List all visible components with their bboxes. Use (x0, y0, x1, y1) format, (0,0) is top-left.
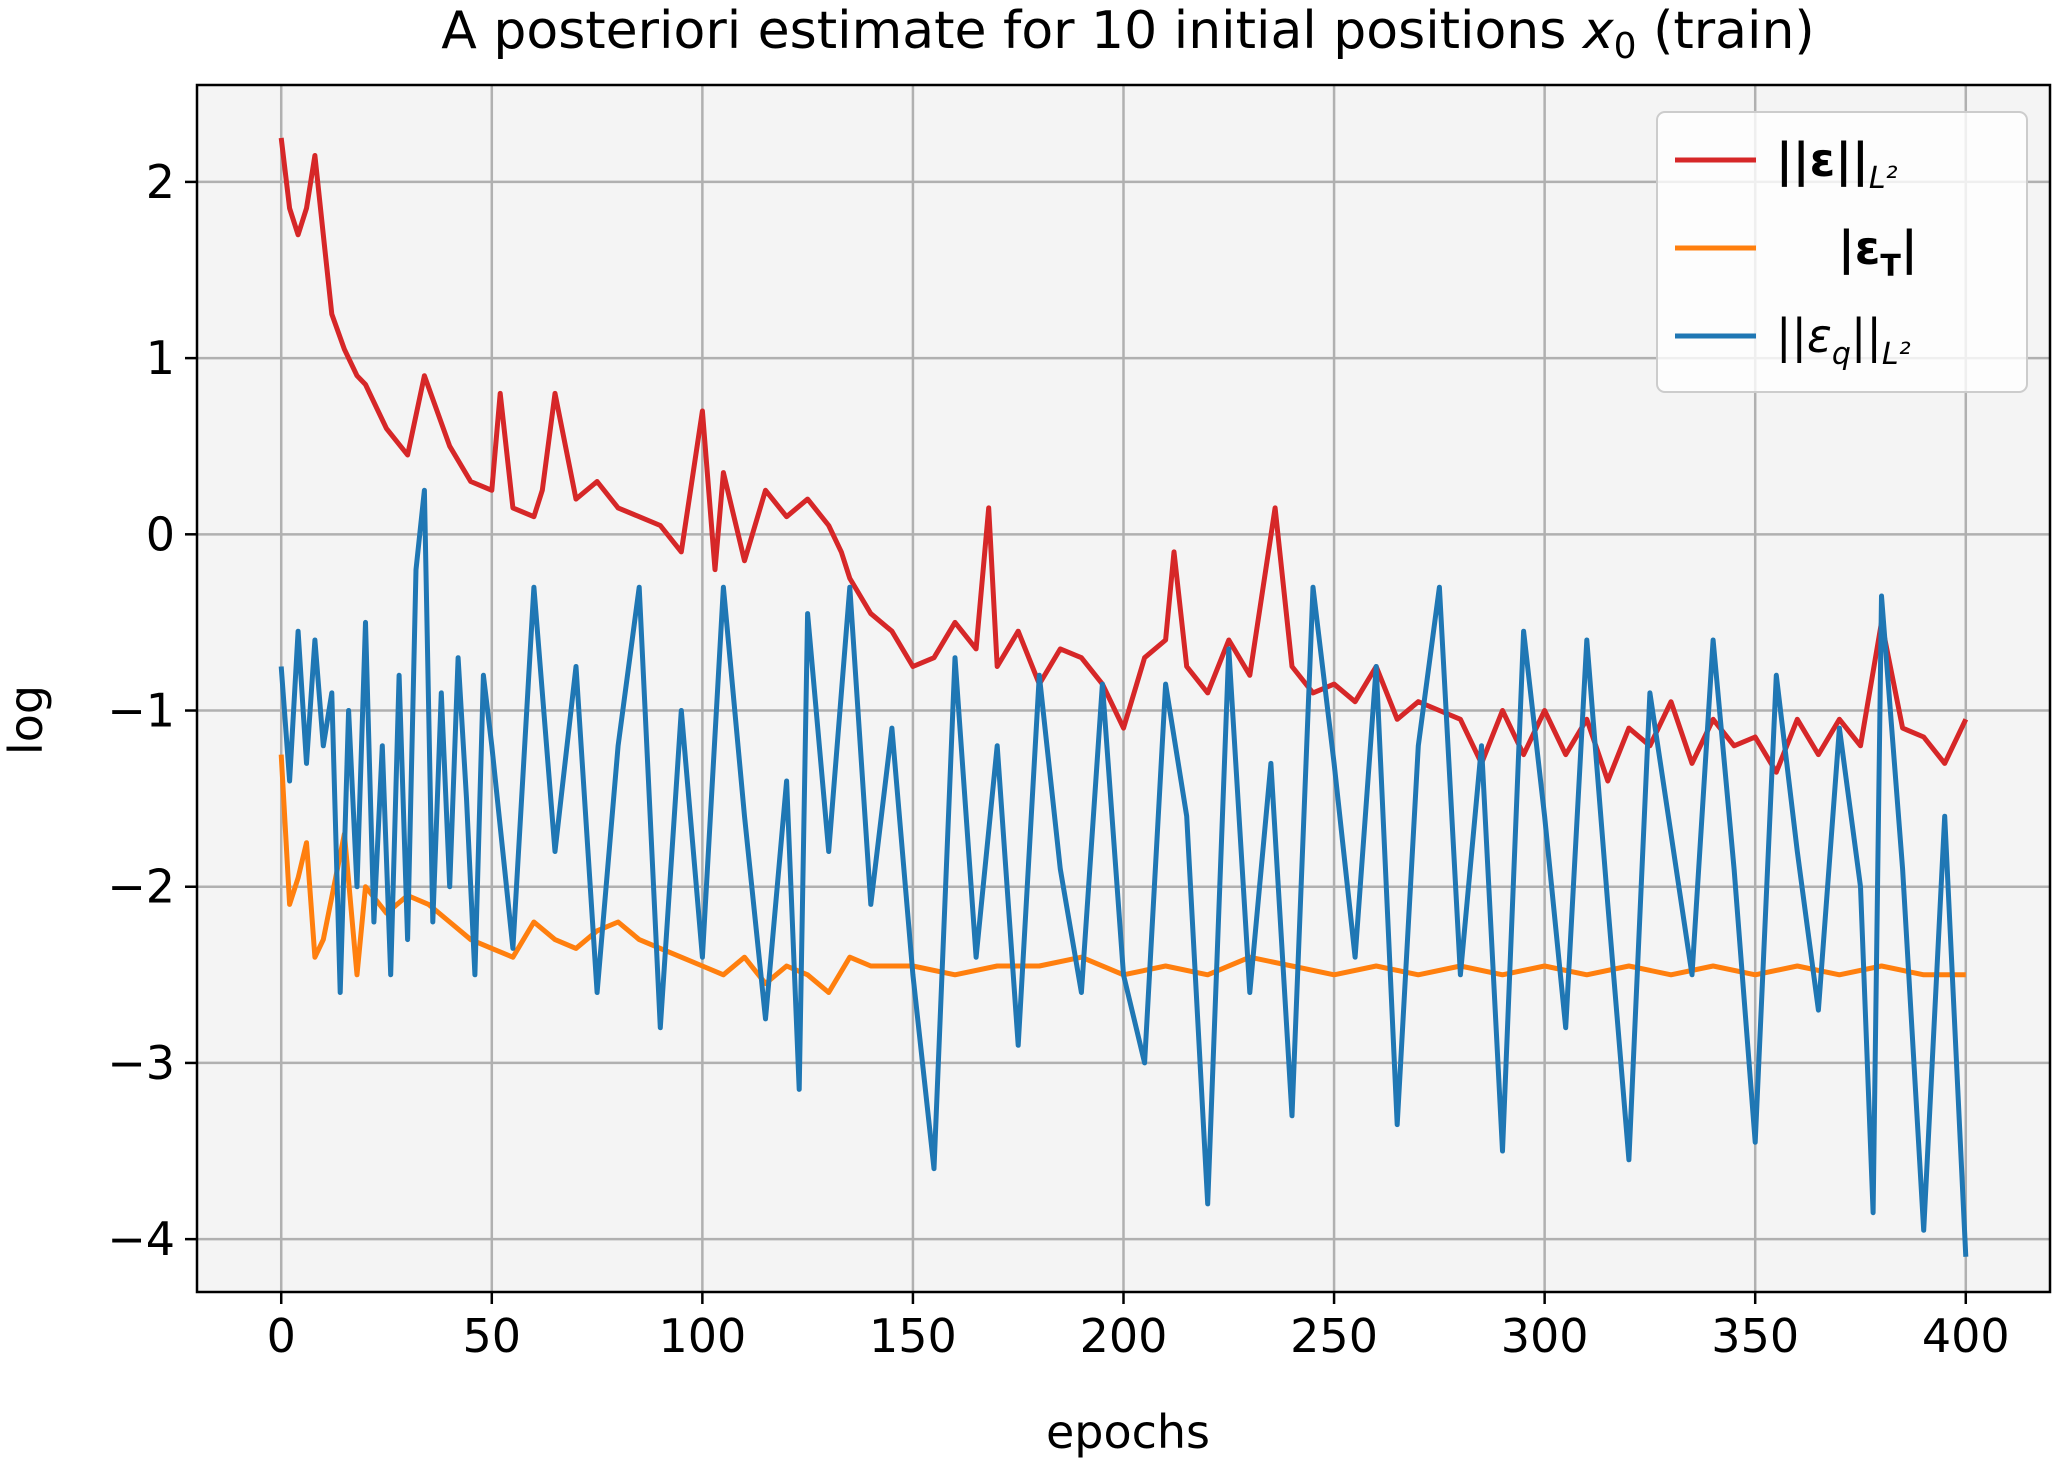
x-tick-label: 350 (1711, 1309, 1799, 1363)
legend-label-red-sub: L² (1869, 161, 1898, 196)
x-tick-label: 250 (1290, 1309, 1378, 1363)
legend-box (1656, 111, 2028, 393)
y-axis: 2 1 0 −1 −2 −3 −4 (107, 155, 197, 1266)
title-prefix: A posteriori estimate for 10 initial pos… (441, 1, 1583, 61)
legend-label-blue-mid: || (1851, 309, 1882, 364)
legend-label-red: ||ε||L² (1776, 133, 1898, 196)
legend-label-orange: |εT| (1838, 221, 1918, 284)
y-tick-label: −2 (107, 860, 175, 914)
legend: ||ε||L² |εT| ||εq||L² (1656, 111, 2028, 393)
x-tick-label: 150 (869, 1309, 957, 1363)
title-suffix: (train) (1637, 1, 1815, 61)
legend-label-blue: ||εq||L² (1776, 309, 1911, 372)
x-tick-label: 100 (658, 1309, 746, 1363)
series-layer (278, 137, 1969, 1257)
legend-label-orange-tail: | (1901, 221, 1918, 276)
legend-label-blue-sub: q (1832, 337, 1851, 372)
y-tick-label: −3 (107, 1036, 175, 1090)
legend-label-blue-base: ||ε (1776, 309, 1832, 364)
x-tick-label: 0 (267, 1309, 296, 1363)
x-tick-label: 400 (1922, 1309, 2010, 1363)
y-tick-label: −4 (107, 1212, 175, 1266)
legend-label-blue-sub2: L² (1882, 337, 1911, 372)
legend-label-orange-sub: T (1880, 249, 1901, 284)
x-tick-label: 200 (1080, 1309, 1168, 1363)
y-tick-label: 1 (146, 331, 175, 385)
y-axis-label: log (0, 685, 53, 755)
x-tick-label: 300 (1501, 1309, 1589, 1363)
x-axis-label: epochs (1046, 1405, 1210, 1459)
y-tick-label: 0 (146, 507, 175, 561)
y-tick-label: 2 (146, 155, 175, 209)
legend-label-red-base: ||ε|| (1776, 133, 1869, 188)
series-line-q-error (278, 487, 1969, 1257)
title-var: x (1581, 1, 1615, 61)
legend-label-orange-base: |ε (1838, 221, 1880, 276)
x-tick-label: 50 (463, 1309, 522, 1363)
chart-title: A posteriori estimate for 10 initial pos… (441, 1, 1814, 67)
y-tick-label: −1 (107, 684, 175, 738)
x-axis: 0 50 100 150 200 250 300 350 400 (267, 1292, 2010, 1363)
title-subscript: 0 (1614, 26, 1637, 67)
